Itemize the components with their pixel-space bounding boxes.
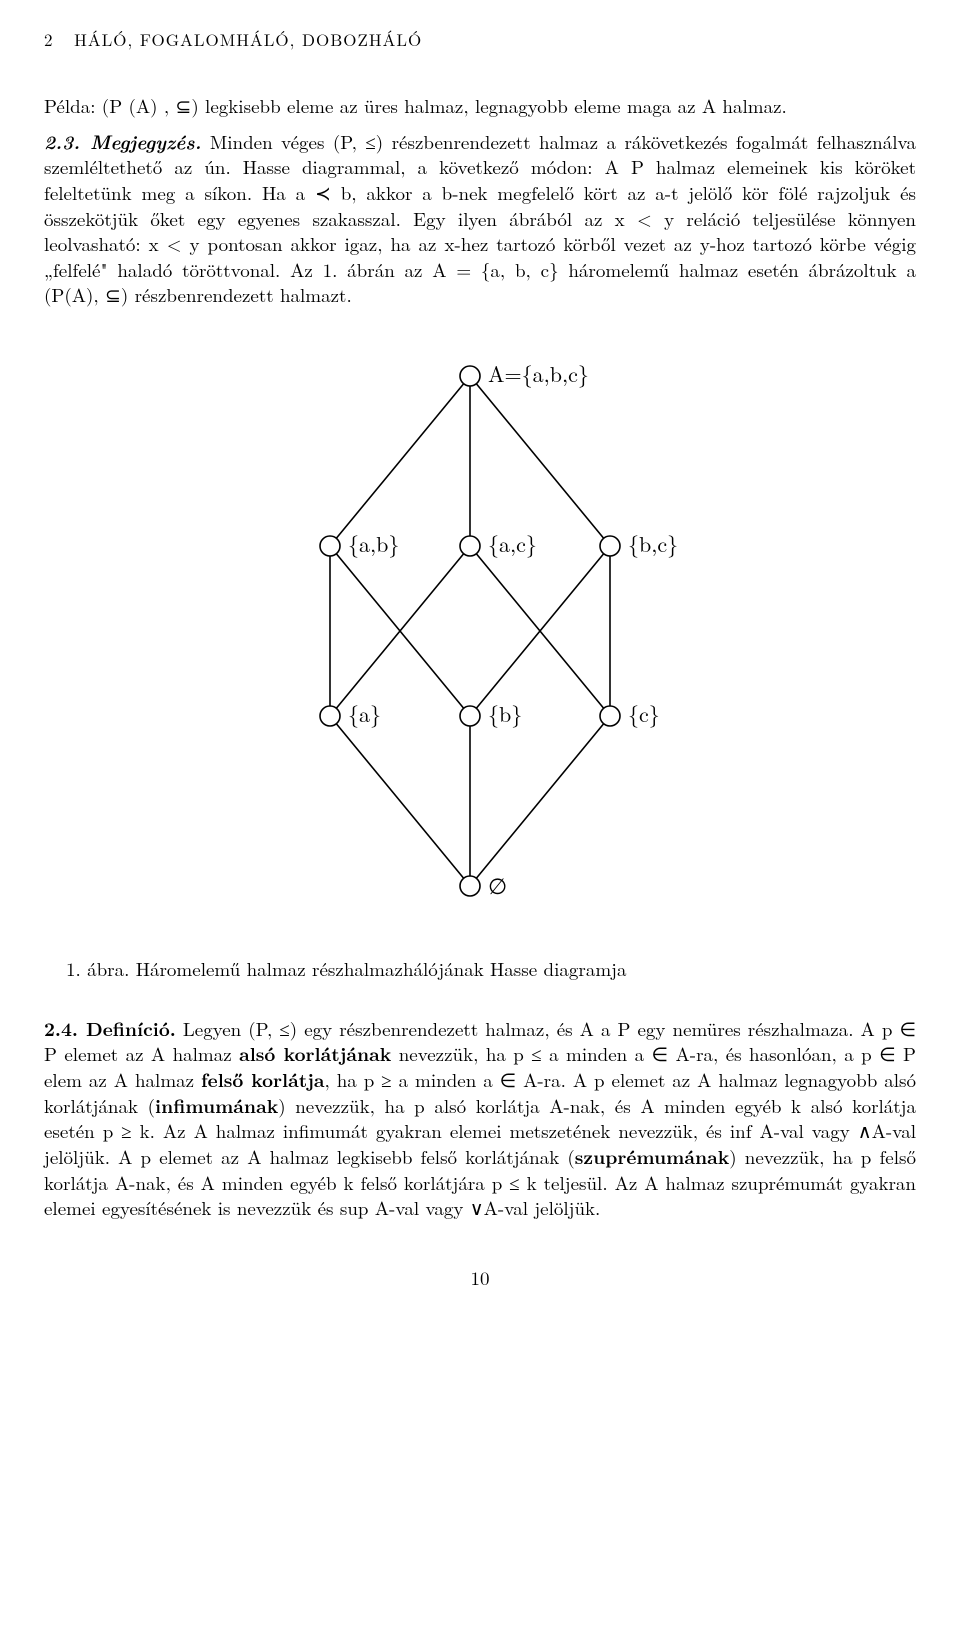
hasse-node-label: {a,b} — [348, 528, 399, 559]
hasse-edge — [336, 724, 463, 879]
hasse-node — [600, 706, 620, 726]
def-term-supremum: szuprémumának — [575, 1142, 730, 1170]
hasse-node-label: {c} — [628, 698, 660, 729]
def-term-upperbound: felső korlátja — [201, 1065, 325, 1093]
hasse-diagram: A={a,b,c} {a,b} {a,c} {b,c} {a} {b} {c} ∅ — [44, 346, 916, 926]
remark-label: 2.3. Megjegyzés. — [44, 127, 201, 155]
hasse-node-label: ∅ — [488, 870, 507, 901]
example-paragraph: Példa: (P (A) , ⊆) legkisebb eleme az ür… — [44, 93, 916, 119]
page-number: 10 — [44, 1265, 916, 1291]
caption-text: 1. ábra. Háromelemű halmaz részhalmazhál… — [66, 955, 626, 982]
hasse-svg: A={a,b,c} {a,b} {a,c} {b,c} {a} {b} {c} ∅ — [220, 346, 740, 926]
def-term-infimum: infimumának — [155, 1091, 278, 1119]
hasse-edge — [476, 384, 603, 539]
hasse-node — [460, 876, 480, 896]
hasse-node-label: {a} — [348, 698, 381, 729]
hasse-node-label: A={a,b,c} — [488, 358, 589, 389]
definition-paragraph: 2.4. Definíció. Legyen (P, ≤) egy részbe… — [44, 1016, 916, 1221]
def-term-lowerbound: alsó korlátjának — [239, 1039, 391, 1067]
example-text: Példa: (P (A) , ⊆) legkisebb eleme az ür… — [44, 92, 787, 119]
section-title: HÁLÓ, FOGALOMHÁLÓ, DOBOZHÁLÓ — [74, 27, 422, 51]
hasse-node — [600, 536, 620, 556]
hasse-node-label: {b,c} — [628, 528, 678, 559]
hasse-node — [320, 536, 340, 556]
hasse-node-label: {b} — [488, 698, 522, 729]
hasse-node — [460, 706, 480, 726]
section-number: 2 — [44, 27, 54, 51]
hasse-node — [460, 366, 480, 386]
figure-caption: 1. ábra. Háromelemű halmaz részhalmazhál… — [44, 956, 916, 982]
running-head: 2 HÁLÓ, FOGALOMHÁLÓ, DOBOZHÁLÓ — [44, 28, 916, 51]
definition-label: 2.4. Definíció. — [44, 1014, 176, 1042]
page-number-value: 10 — [470, 1264, 489, 1291]
remark-paragraph: 2.3. Megjegyzés. Minden véges (P, ≤) rés… — [44, 129, 916, 308]
hasse-edge — [476, 724, 603, 879]
hasse-edge — [336, 384, 463, 539]
hasse-node — [320, 706, 340, 726]
remark-body: Minden véges (P, ≤) részbenrendezett hal… — [44, 128, 916, 309]
hasse-node — [460, 536, 480, 556]
hasse-node-label: {a,c} — [488, 528, 537, 559]
